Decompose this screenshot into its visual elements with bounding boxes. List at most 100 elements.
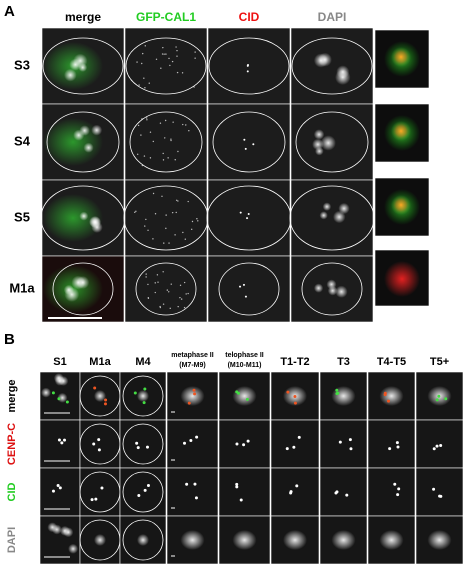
chromatin	[94, 534, 106, 546]
speckle	[155, 58, 158, 60]
speckle	[175, 46, 177, 48]
speckle	[162, 159, 165, 161]
dot	[90, 498, 94, 502]
speckle	[162, 152, 164, 155]
cell-bg	[119, 467, 167, 517]
nucleus-outline	[122, 471, 164, 513]
speckle	[149, 131, 152, 133]
dot	[348, 438, 352, 442]
dot	[235, 442, 239, 446]
image-cell	[119, 467, 167, 517]
image-cell	[41, 103, 125, 181]
speckle	[141, 62, 143, 65]
inset	[374, 249, 430, 307]
speckle	[194, 51, 196, 53]
speckle	[154, 213, 157, 215]
chromatin	[180, 386, 205, 406]
cell-bg	[166, 419, 219, 469]
speckle	[159, 122, 162, 124]
speckle	[145, 218, 147, 221]
speckle	[167, 157, 169, 159]
nucleus-outline	[125, 37, 207, 95]
column-header: metaphase II	[171, 352, 213, 359]
speckle	[154, 291, 156, 294]
speckle	[176, 71, 179, 74]
dot	[396, 445, 400, 449]
dot	[245, 397, 249, 401]
speckle	[162, 46, 164, 49]
speckle	[194, 57, 196, 59]
dot	[247, 213, 250, 216]
dot	[286, 390, 290, 394]
image-cell	[290, 255, 374, 323]
dot	[51, 489, 55, 493]
speckle	[170, 139, 172, 142]
image-cell	[218, 467, 271, 517]
speckle	[144, 45, 146, 47]
dot	[133, 391, 137, 395]
image-cell	[40, 179, 126, 257]
dot	[246, 217, 249, 220]
dot	[136, 446, 140, 450]
nucleus-outline	[42, 37, 124, 95]
speckle	[177, 200, 179, 202]
cell-bg	[415, 467, 464, 517]
cell-bg	[415, 419, 464, 469]
column-header: M4	[135, 356, 151, 368]
inset-halo	[384, 261, 420, 297]
speckle	[164, 137, 166, 139]
image-cell	[166, 371, 219, 421]
dot	[388, 447, 392, 451]
dot	[292, 445, 296, 449]
dot	[289, 490, 293, 494]
image-cell	[270, 515, 320, 565]
column-header: GFP-CAL1	[136, 10, 196, 24]
dot	[56, 483, 60, 487]
dot	[143, 488, 147, 492]
speckle	[161, 195, 163, 197]
speckle	[168, 242, 170, 244]
dot	[142, 401, 146, 405]
nucleus-outline	[218, 262, 280, 316]
speckle	[165, 227, 167, 230]
column-header: (M10-M11)	[228, 362, 262, 369]
dot	[65, 400, 69, 404]
speckle	[177, 305, 179, 308]
chromatin	[335, 285, 348, 298]
speckle	[169, 307, 171, 310]
image-cell	[218, 419, 271, 469]
panel-label: B	[4, 331, 15, 348]
image-cell	[206, 179, 292, 257]
inset-spot	[391, 121, 411, 141]
speckle	[191, 220, 194, 223]
chromatin	[313, 283, 324, 293]
green-haze	[43, 194, 103, 242]
nucleus-outline	[301, 262, 363, 316]
image-cell	[207, 27, 291, 105]
image-cell	[289, 179, 375, 257]
image-cell	[415, 467, 464, 517]
image-cell	[123, 179, 209, 257]
image-cell	[119, 419, 167, 469]
column-header: T5+	[430, 356, 449, 368]
image-cell	[415, 419, 464, 469]
cell-bg	[39, 419, 81, 469]
cell-bg	[124, 179, 208, 257]
speckle	[142, 52, 144, 55]
chromatin	[94, 390, 106, 402]
dot	[60, 441, 64, 445]
dot	[242, 283, 245, 286]
speckle	[164, 119, 167, 122]
column-header: T1-T2	[280, 356, 309, 368]
speckle	[172, 121, 174, 123]
speckle	[174, 234, 176, 236]
inset	[374, 103, 430, 163]
chromatin	[91, 221, 103, 233]
speckle	[171, 60, 174, 63]
speckle	[165, 214, 167, 216]
dot	[432, 487, 436, 491]
row-label: S3	[14, 57, 30, 72]
row-label: CID	[6, 482, 18, 501]
image-cell	[166, 515, 219, 565]
speckle	[159, 305, 161, 308]
